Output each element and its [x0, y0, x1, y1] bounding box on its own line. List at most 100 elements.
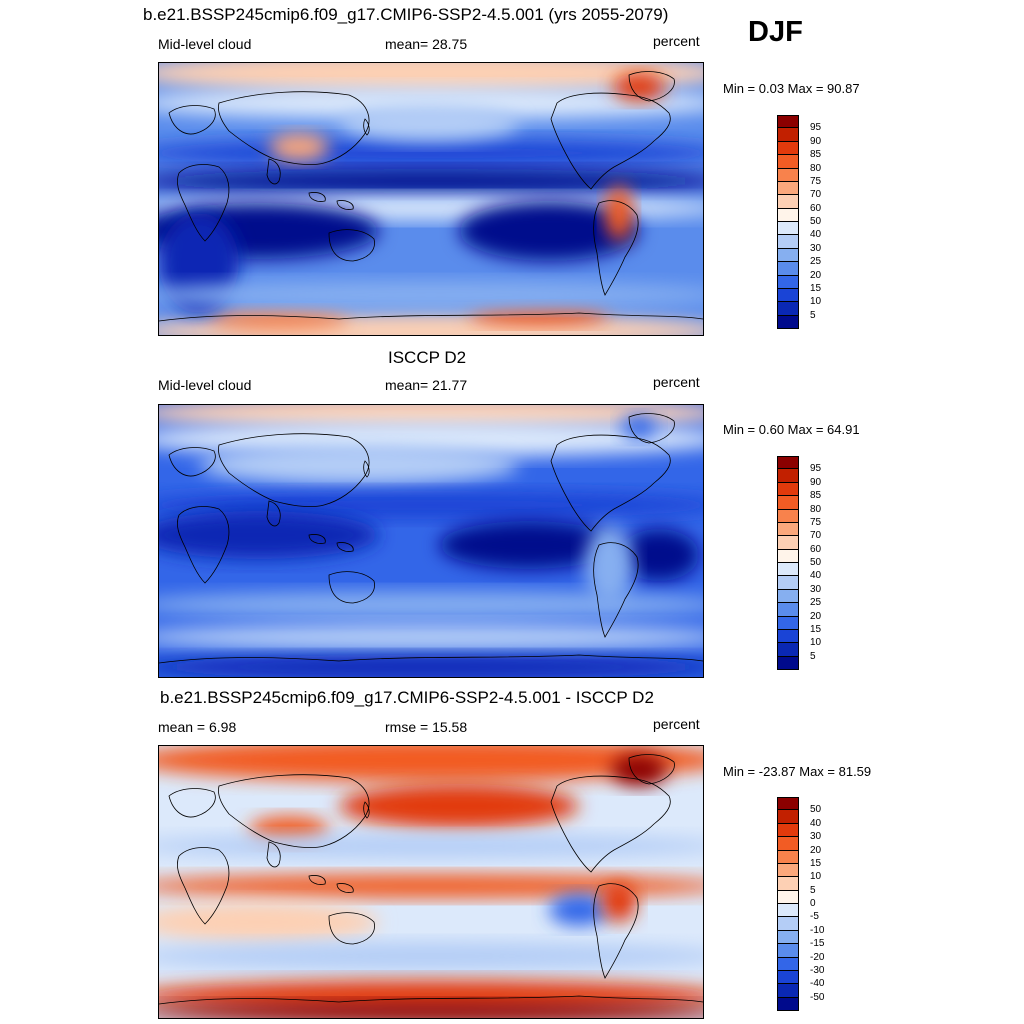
- coastline: [308, 534, 326, 544]
- season-label: DJF: [748, 16, 803, 48]
- coastline: [550, 92, 671, 190]
- map-field-region: [199, 445, 519, 485]
- colorbar-tick-label: 30: [810, 583, 822, 595]
- panel-3-units-label: percent: [653, 716, 700, 732]
- colorbar-swatch: [777, 248, 799, 263]
- map-field-region: [159, 1002, 703, 1018]
- panel-3-mean-label: mean = 6.98: [158, 719, 237, 735]
- colorbar-swatch: [777, 656, 799, 670]
- colorbar-tick-label: -5: [810, 911, 819, 923]
- colorbar-tick-label: 15: [810, 623, 822, 635]
- colorbar-tick-label: 20: [810, 269, 822, 281]
- panel-2-variable-label: Mid-level cloud: [158, 377, 252, 393]
- map-field-region: [209, 309, 349, 329]
- colorbar-swatch: [777, 603, 799, 617]
- colorbar-swatch: [777, 616, 799, 630]
- colorbar-swatch: [777, 222, 799, 236]
- colorbar-swatch: [777, 890, 799, 904]
- panel-1-map: [158, 62, 704, 336]
- coastline: [177, 164, 230, 242]
- colorbar-tick-label: 30: [810, 242, 822, 254]
- colorbar-swatch: [777, 128, 799, 142]
- map-field-region: [159, 87, 703, 119]
- colorbar-swatch: [777, 837, 799, 851]
- colorbar-tick-label: 50: [810, 216, 822, 227]
- panel-2-map-svg: [159, 405, 703, 677]
- coastline: [168, 788, 216, 818]
- coastline: [159, 654, 703, 664]
- panel-2-units-label: percent: [653, 374, 700, 390]
- colorbar-tick-label: 90: [810, 135, 822, 147]
- colorbar-swatch: [777, 643, 799, 657]
- coastline: [593, 200, 639, 296]
- colorbar-swatch: [777, 823, 799, 838]
- colorbar-swatch: [777, 930, 799, 945]
- panel-1-colorbar: 95 90 85 80 75 70 60 50 40 30 25 20 15 10 5: [777, 115, 837, 329]
- colorbar-swatch: [777, 288, 799, 303]
- panel-1-units-label: percent: [653, 33, 700, 49]
- colorbar-tick-label: 5: [810, 650, 816, 662]
- coastline: [550, 775, 671, 873]
- colorbar-tick-label: 5: [810, 309, 816, 321]
- colorbar-tick-label: 50: [810, 804, 822, 816]
- colorbar-swatch: [777, 589, 799, 604]
- colorbar-swatch: [777, 469, 799, 483]
- map-field-region: [549, 894, 609, 926]
- panel-1-minmax: Min = 0.03 Max = 90.87: [723, 81, 860, 96]
- colorbar-tick-label: 95: [810, 463, 822, 475]
- map-field-region: [621, 415, 657, 439]
- colorbar-swatch: [777, 984, 799, 998]
- coastline: [628, 754, 675, 785]
- map-field-region: [159, 511, 379, 559]
- panel-3-rmse-label: rmse = 15.58: [385, 719, 468, 735]
- colorbar-tick-label: 70: [810, 530, 822, 542]
- map-field-region: [339, 105, 519, 141]
- panel-3-map: [158, 745, 704, 1019]
- coastline: [168, 447, 216, 477]
- panel-1-variable-label: Mid-level cloud: [158, 36, 252, 52]
- colorbar-tick-label: 20: [810, 844, 822, 856]
- map-field-region: [611, 754, 667, 786]
- colorbar-tick-label: 95: [810, 122, 822, 134]
- map-field-region: [159, 746, 703, 782]
- colorbar-swatch: [777, 181, 799, 196]
- colorbar-tick-label: 60: [810, 543, 822, 555]
- map-field-region: [159, 874, 703, 898]
- coastline: [177, 847, 230, 925]
- map-field-region: [613, 73, 665, 101]
- coastline: [336, 542, 354, 552]
- colorbar-tick-label: 20: [810, 610, 822, 622]
- colorbar-swatch: [777, 522, 799, 537]
- colorbar-tick-label: 50: [810, 557, 822, 568]
- colorbar-swatch: [777, 904, 799, 918]
- colorbar-tick-label: 5: [810, 884, 816, 896]
- coastline: [266, 158, 281, 185]
- coastline: [159, 312, 703, 322]
- map-field-region: [439, 521, 619, 569]
- map-field-region: [159, 834, 703, 858]
- colorbar-swatch: [777, 509, 799, 523]
- coastline: [593, 883, 639, 979]
- colorbar-swatch: [777, 315, 799, 329]
- colorbar-swatch: [777, 262, 799, 276]
- coastline: [328, 912, 375, 945]
- panel-3-map-svg: [159, 746, 703, 1018]
- coastline: [336, 200, 354, 210]
- coastline: [218, 433, 370, 508]
- colorbar-tick-label: 15: [810, 282, 822, 294]
- colorbar-tick-label: 70: [810, 189, 822, 201]
- coastline: [159, 995, 703, 1005]
- colorbar-swatch: [777, 302, 799, 316]
- colorbar-swatch: [777, 850, 799, 864]
- coastline: [308, 192, 326, 202]
- colorbar-swatch: [777, 576, 799, 590]
- coastline: [266, 841, 281, 868]
- coastline: [593, 542, 639, 638]
- coastline: [218, 91, 370, 166]
- coastline: [628, 71, 675, 102]
- coastline: [218, 774, 370, 849]
- colorbar-tick-label: 10: [810, 296, 822, 308]
- colorbar-tick-label: 40: [810, 817, 822, 829]
- colorbar-tick-label: 25: [810, 256, 822, 268]
- coastline: [363, 118, 370, 136]
